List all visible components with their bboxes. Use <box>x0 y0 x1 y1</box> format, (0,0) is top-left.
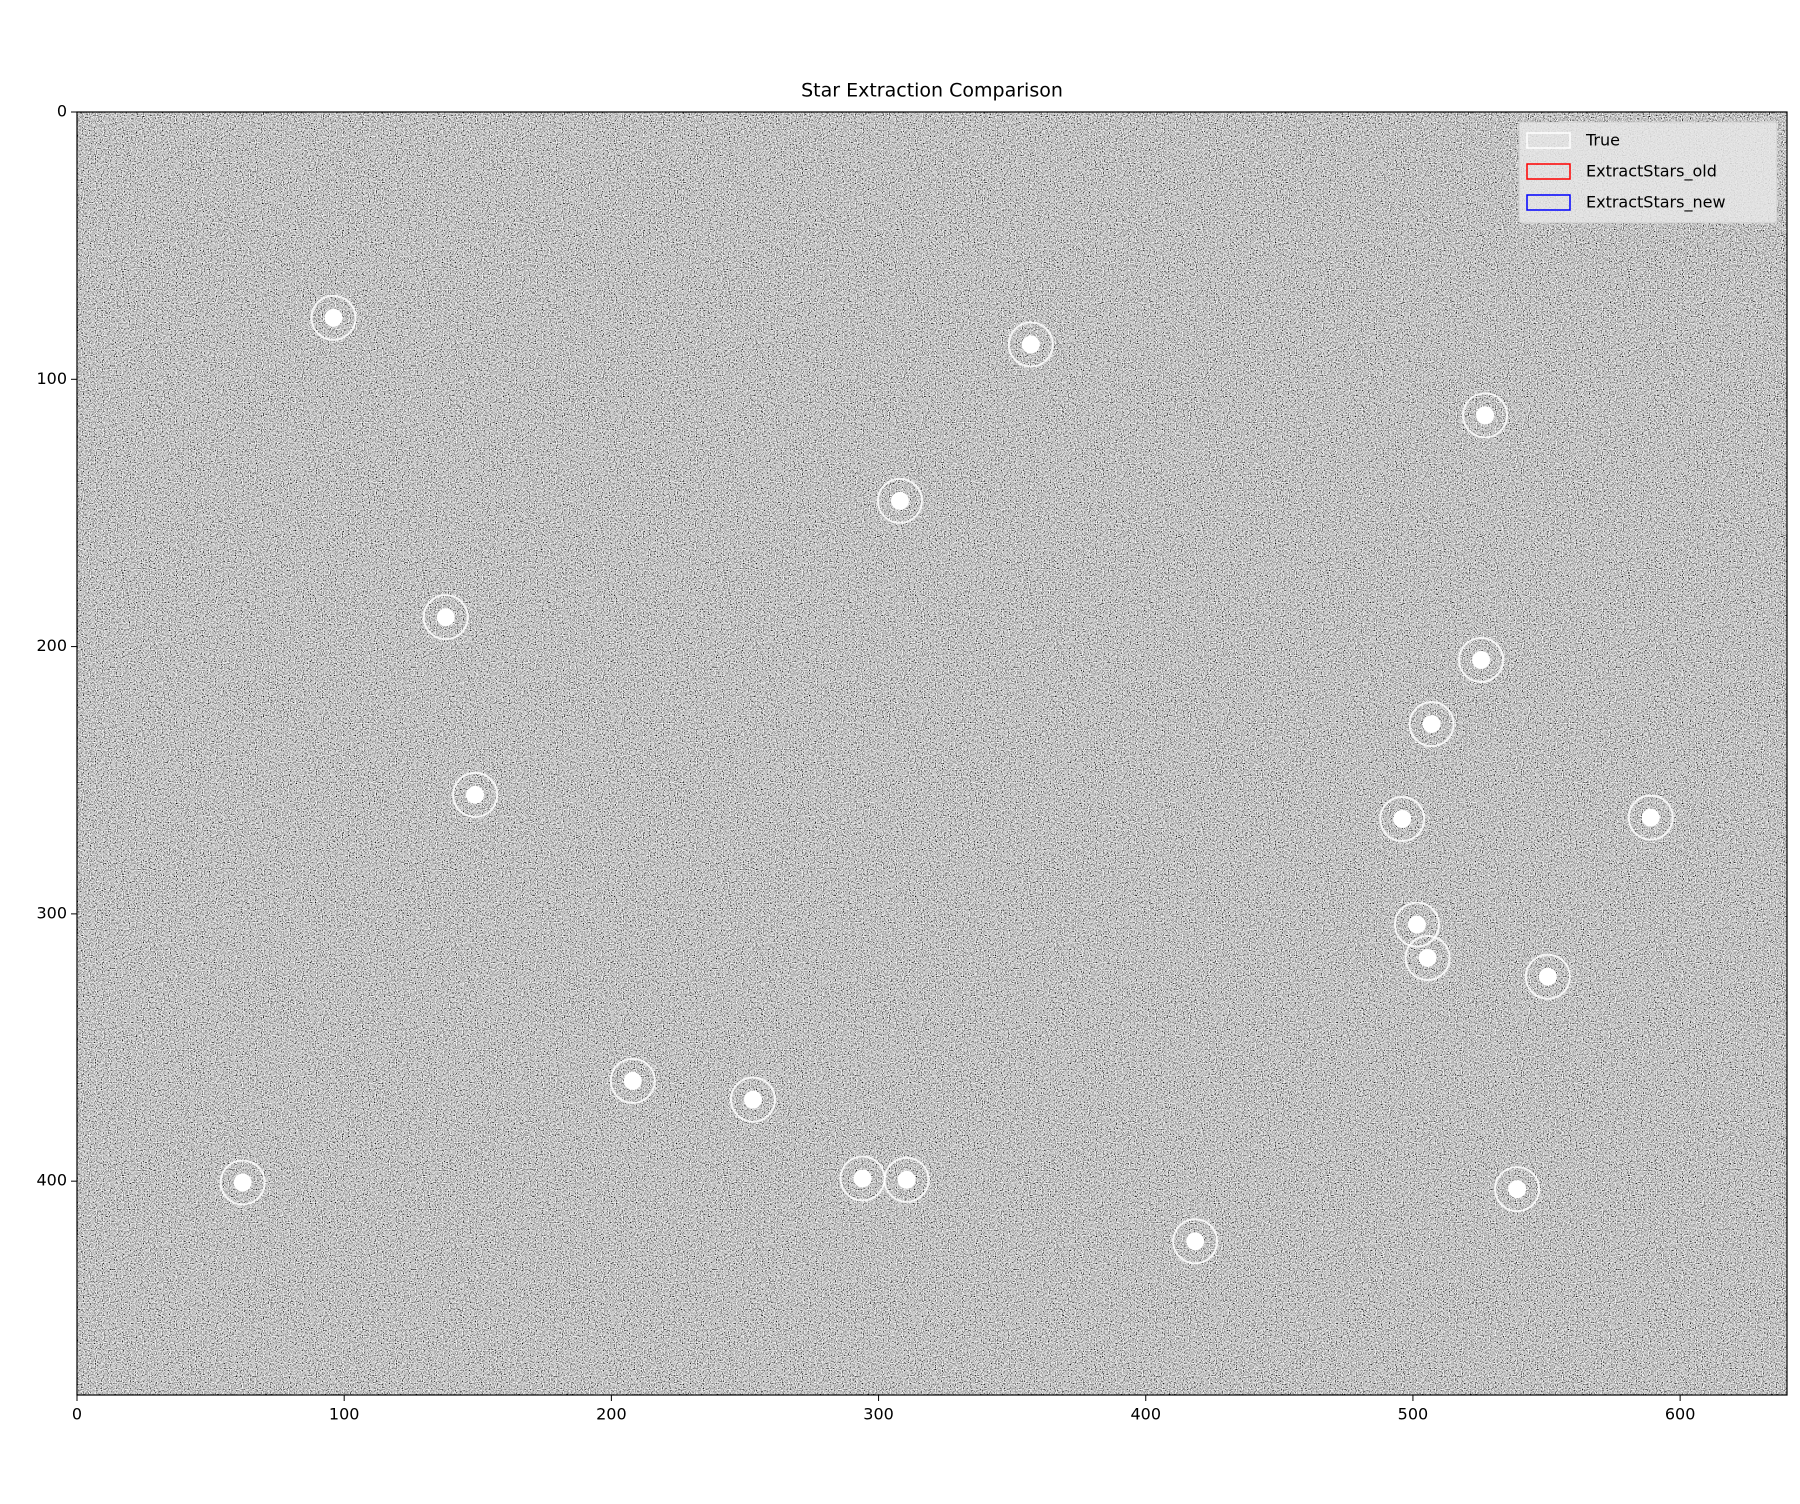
x-tick-label: 600 <box>1665 1405 1696 1424</box>
star-blob <box>623 1071 642 1090</box>
y-tick-label: 100 <box>36 369 67 388</box>
plot-frame <box>76 111 1788 1396</box>
star-marker <box>883 1156 930 1203</box>
y-tick-label: 300 <box>36 903 67 922</box>
star-blob <box>1538 967 1557 986</box>
star-blob <box>1021 335 1040 354</box>
star-marker <box>1462 392 1509 439</box>
star-marker <box>609 1057 656 1104</box>
chart-title: Star Extraction Comparison <box>801 80 1063 102</box>
star-marker <box>1172 1218 1219 1265</box>
star-blob <box>466 785 485 804</box>
star-blob <box>897 1170 916 1189</box>
markers <box>219 294 1674 1265</box>
image-noise <box>77 112 1787 1395</box>
star-marker <box>1393 901 1440 948</box>
star-blob <box>1508 1180 1527 1199</box>
legend-swatch <box>1526 194 1571 211</box>
legend-box <box>1518 121 1778 224</box>
star-marker <box>1007 321 1054 368</box>
star-blob <box>1472 650 1491 669</box>
star-blob <box>743 1090 762 1109</box>
star-blob <box>1407 915 1426 934</box>
x-tick-label: 400 <box>1130 1405 1161 1424</box>
star-blob <box>1476 406 1495 425</box>
x-tick-label: 0 <box>72 1405 82 1424</box>
star-marker <box>1404 934 1451 981</box>
star-marker <box>1494 1166 1541 1213</box>
star-marker <box>310 294 357 341</box>
star-blob <box>890 491 909 510</box>
y-tick-label: 400 <box>36 1171 67 1190</box>
y-tick-label: 200 <box>36 636 67 655</box>
star-blob <box>436 608 455 627</box>
x-tick-label: 500 <box>1398 1405 1429 1424</box>
star-blob <box>1186 1232 1205 1251</box>
star-blob <box>1422 715 1441 734</box>
star-marker <box>452 771 499 818</box>
star-marker <box>729 1076 776 1123</box>
star-blob <box>233 1173 252 1192</box>
legend-swatch <box>1526 163 1571 180</box>
x-tick-label: 100 <box>329 1405 360 1424</box>
x-tick-label: 300 <box>863 1405 894 1424</box>
x-tick-label: 200 <box>596 1405 627 1424</box>
star-blob <box>1393 809 1412 828</box>
legend-label: True <box>1585 131 1620 150</box>
star-marker <box>1524 953 1571 1000</box>
legend-swatch <box>1526 132 1571 149</box>
star-blob <box>1641 808 1660 827</box>
legend-label: ExtractStars_old <box>1586 162 1717 182</box>
star-marker <box>1408 701 1455 748</box>
y-tick-label: 0 <box>57 102 67 121</box>
star-marker <box>1458 636 1505 683</box>
legend-label: ExtractStars_new <box>1586 193 1726 213</box>
star-marker <box>1379 795 1426 842</box>
star-marker <box>1627 794 1674 841</box>
star-blob <box>1418 948 1437 967</box>
star-blob <box>853 1169 872 1188</box>
star-marker <box>219 1159 266 1206</box>
star-blob <box>324 308 343 327</box>
star-marker <box>876 477 923 524</box>
star-marker <box>422 594 469 641</box>
